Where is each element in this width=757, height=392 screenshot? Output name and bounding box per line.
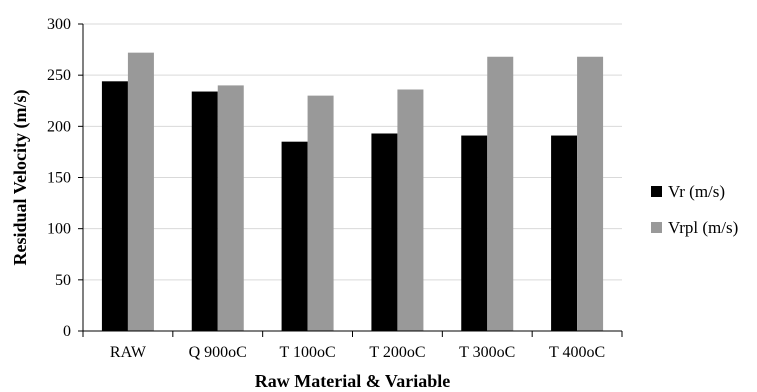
- bar-vr-2: [281, 141, 308, 331]
- bar-vrpl-4: [487, 56, 514, 331]
- bar-vrpl-3: [397, 89, 424, 331]
- y-tick-label: 300: [47, 16, 71, 33]
- y-tick-label: 250: [47, 67, 71, 84]
- bar-vr-3: [371, 133, 398, 331]
- x-tick-label: T 100oC: [280, 344, 336, 361]
- y-tick-labels: 0 50 100 150 200 250 300: [47, 16, 83, 340]
- y-tick-label: 200: [47, 118, 71, 135]
- bar-vr-5: [551, 135, 578, 331]
- gridlines: [83, 23, 622, 281]
- bar-vrpl-0: [127, 52, 154, 332]
- y-tick-label: 100: [47, 221, 71, 238]
- bar-vr-4: [461, 135, 488, 331]
- x-tick-label: RAW: [110, 344, 147, 361]
- legend-label-vrpl: Vrpl (m/s): [668, 218, 738, 237]
- legend: Vr (m/s) Vrpl (m/s): [651, 182, 738, 237]
- y-axis-title: Residual Velocity (m/s): [10, 89, 31, 265]
- x-tick-label: T 300oC: [459, 344, 515, 361]
- y-tick-label: 50: [55, 272, 71, 289]
- x-tick-label: Q 900oC: [189, 344, 247, 361]
- bar-vr-0: [101, 81, 128, 331]
- bar-vr-1: [191, 91, 218, 331]
- bars: [101, 52, 604, 332]
- y-tick-label: 0: [63, 323, 71, 340]
- legend-swatch-vr: [651, 186, 662, 197]
- y-tick-label: 150: [47, 170, 71, 187]
- x-tick-label: T 200oC: [369, 344, 425, 361]
- bar-vrpl-1: [217, 85, 244, 332]
- legend-swatch-vrpl: [651, 222, 662, 233]
- x-tick-labels: RAW Q 900oC T 100oC T 200oC T 300oC T 400oC: [82, 331, 623, 361]
- x-axis-title: Raw Material & Variable: [255, 371, 450, 391]
- bar-vrpl-2: [307, 95, 334, 331]
- legend-label-vr: Vr (m/s): [668, 182, 725, 201]
- bar-vrpl-5: [577, 56, 604, 331]
- x-tick-label: T 400oC: [549, 344, 605, 361]
